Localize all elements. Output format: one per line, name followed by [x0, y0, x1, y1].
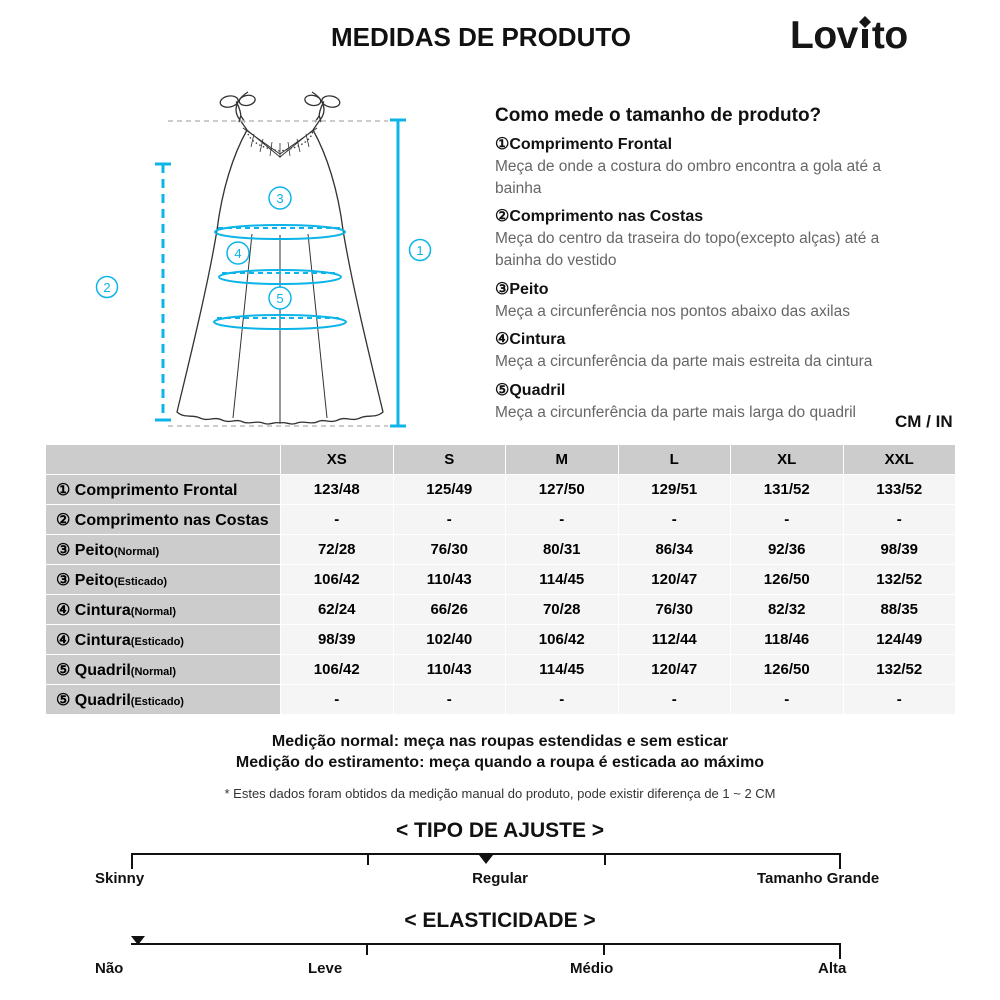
svg-text:5: 5: [276, 291, 283, 306]
svg-text:4: 4: [234, 246, 241, 261]
svg-text:2: 2: [103, 280, 110, 295]
svg-text:1: 1: [416, 243, 423, 258]
svg-text:3: 3: [276, 191, 283, 206]
